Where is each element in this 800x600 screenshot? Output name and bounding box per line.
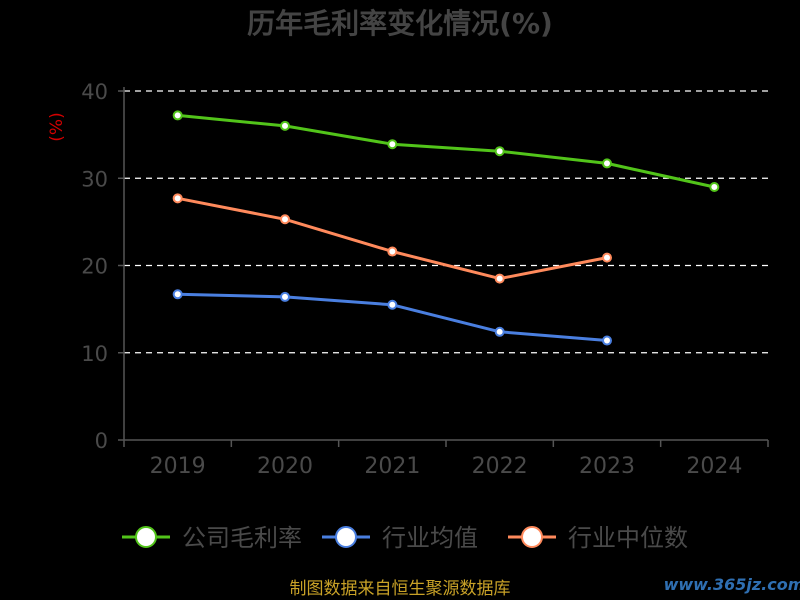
y-tick-label: 40 <box>81 80 108 104</box>
legend-item-1[interactable]: 行业均值 <box>322 524 478 552</box>
data-point[interactable] <box>602 252 612 263</box>
gridlines <box>124 90 768 354</box>
data-point[interactable] <box>280 214 290 225</box>
axes <box>118 87 769 447</box>
data-point[interactable] <box>172 289 183 300</box>
legend: 公司毛利率 行业均值 行业中位数 <box>122 524 688 552</box>
data-point[interactable] <box>494 146 505 157</box>
legend-marker <box>521 526 543 548</box>
data-point[interactable] <box>172 110 183 121</box>
y-axis-unit-label: (%) <box>47 112 67 141</box>
data-point[interactable] <box>280 120 290 131</box>
data-point[interactable] <box>172 193 183 204</box>
data-point[interactable] <box>602 158 612 169</box>
x-tick-label: 2022 <box>472 454 528 479</box>
series-line-0 <box>177 113 715 189</box>
data-point[interactable] <box>494 273 505 284</box>
source-note: 制图数据来自恒生聚源数据库 <box>290 579 511 599</box>
x-tick-label: 2023 <box>579 454 635 479</box>
y-tick-label: 20 <box>81 255 108 279</box>
data-point[interactable] <box>494 326 505 337</box>
legend-marker <box>335 526 357 548</box>
x-tick-label: 2019 <box>150 454 206 479</box>
x-tick-label: 2024 <box>686 454 742 479</box>
data-point[interactable] <box>709 181 720 192</box>
legend-label: 公司毛利率 <box>182 524 302 552</box>
watermark: www.365jz.com <box>664 575 800 594</box>
series-line-2 <box>177 196 608 281</box>
data-point[interactable] <box>280 291 290 302</box>
data-point[interactable] <box>387 299 398 310</box>
legend-item-2[interactable]: 行业中位数 <box>508 524 688 552</box>
legend-marker <box>135 526 157 548</box>
x-tick-label: 2021 <box>364 454 420 479</box>
y-tick-label: 10 <box>81 342 108 366</box>
y-tick-label: 0 <box>95 429 108 453</box>
data-point[interactable] <box>602 335 612 346</box>
legend-label: 行业均值 <box>382 524 478 552</box>
data-point[interactable] <box>387 139 398 150</box>
series-lines <box>172 110 720 346</box>
legend-label: 行业中位数 <box>568 524 688 552</box>
y-tick-labels: 0 10 20 30 40 <box>81 80 108 453</box>
y-tick-label: 30 <box>81 167 108 191</box>
x-tick-labels: 2019 2020 2021 2022 2023 2024 <box>150 454 743 479</box>
chart-title: 历年毛利率变化情况(%) <box>247 7 553 40</box>
x-tick-label: 2020 <box>257 454 313 479</box>
data-point[interactable] <box>387 246 398 257</box>
legend-item-0[interactable]: 公司毛利率 <box>122 524 302 552</box>
